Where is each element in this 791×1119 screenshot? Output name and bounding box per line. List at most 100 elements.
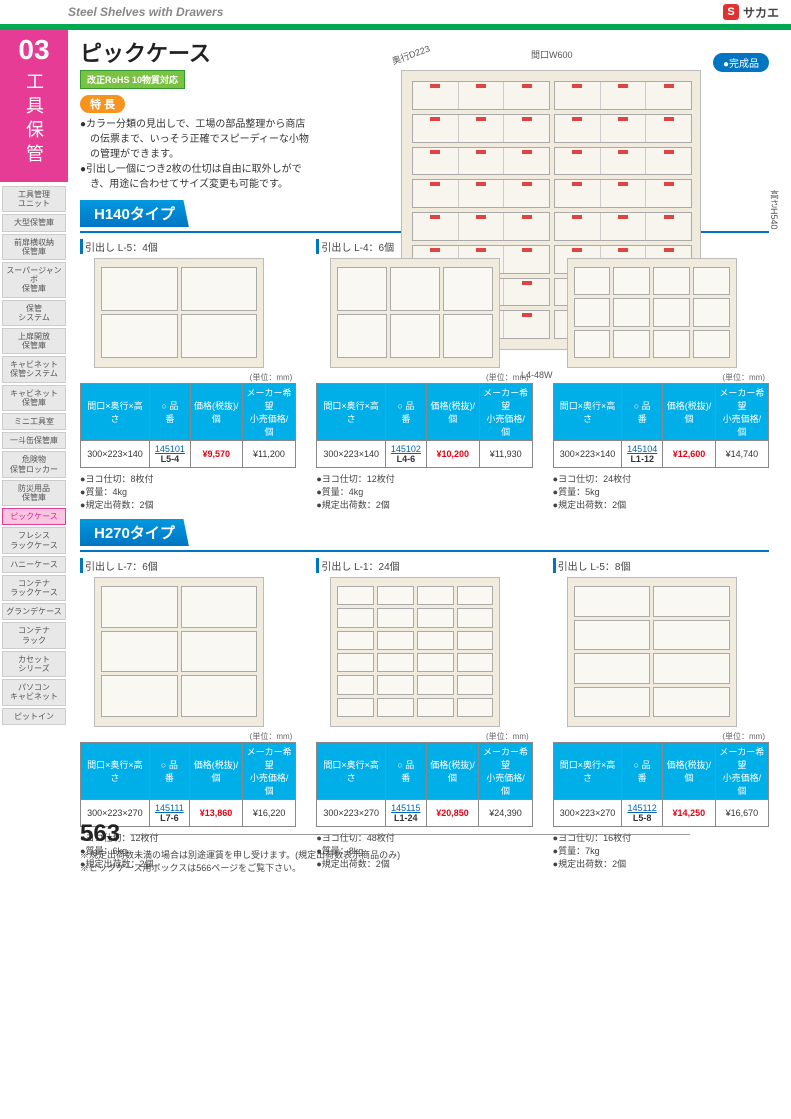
table-header: 価格(税抜)/個 xyxy=(663,384,716,441)
spec-table: 間口×奥行×高さ○ 品 番価格(税抜)/個メーカー希望 小売価格/個300×22… xyxy=(316,742,532,827)
dim-width: 間口W600 xyxy=(531,48,573,61)
msrp-cell: ¥11,930 xyxy=(479,441,532,468)
page-title: ピックケース xyxy=(80,36,211,68)
sidebar-item[interactable]: フレシス ラックケース xyxy=(2,527,66,553)
table-header: 価格(税抜)/個 xyxy=(190,743,243,800)
product-thumb xyxy=(94,258,264,368)
section-badge: 03 工具保管 xyxy=(0,30,68,182)
table-header: メーカー希望 小売価格/個 xyxy=(242,743,295,800)
feature-item: 引出し一個につき2枚の仕切は自由に取外しができ、用途に合わせてサイズ変更も可能で… xyxy=(80,162,310,192)
rohs-badge: 改正RoHS 10物質対応 xyxy=(80,70,185,89)
unit-note: (単位：mm) xyxy=(316,731,528,742)
spec-note: 規定出荷数：2個 xyxy=(316,498,532,511)
product-thumb xyxy=(567,577,737,727)
sidebar-item[interactable]: 一斗缶保管庫 xyxy=(2,432,66,449)
spec-note: 規定出荷数：2個 xyxy=(80,498,296,511)
product-thumb xyxy=(330,577,500,727)
table-header: 間口×奥行×高さ xyxy=(81,384,150,441)
feature-item: カラー分類の見出しで、工場の部品整理から商店の伝票まで、いっそう正確でスピーディ… xyxy=(80,117,310,162)
table-header: メーカー希望 小売価格/個 xyxy=(479,384,532,441)
sidebar: 工具管理 ユニット大型保管庫前扉横収納 保管庫スーパージャンボ 保管庫保管 シス… xyxy=(0,182,68,729)
table-header: 間口×奥行×高さ xyxy=(553,743,622,800)
spec-note: 質量：5kg xyxy=(553,485,769,498)
sidebar-item[interactable]: スーパージャンボ 保管庫 xyxy=(2,262,66,298)
sidebar-item[interactable]: ミニ工具室 xyxy=(2,413,66,430)
sidebar-item[interactable]: 防災用品 保管庫 xyxy=(2,480,66,506)
table-header: メーカー希望 小売価格/個 xyxy=(242,384,296,441)
sidebar-item[interactable]: 危険物 保管ロッカー xyxy=(2,451,66,477)
code-cell: 145101L5-4 xyxy=(149,441,190,468)
hero-model: L4-48W xyxy=(521,370,553,380)
sidebar-item[interactable]: ハニーケース xyxy=(2,556,66,573)
table-header: ○ 品 番 xyxy=(149,743,189,800)
footer-note-2: ※ピックケース用ボックスは566ページをご覧下さい。 xyxy=(80,861,763,874)
brand-name: サカエ xyxy=(743,4,779,21)
footer-note-1: ※規定出荷数未満の場合は別途運賃を申し受けます。(規定出荷数表示商品のみ) xyxy=(80,848,763,861)
table-header: ○ 品 番 xyxy=(622,743,663,800)
dims-cell: 300×223×140 xyxy=(553,441,622,468)
breadcrumb: Steel Shelves with Drawers xyxy=(68,5,223,19)
sidebar-item[interactable]: コンテナ ラックケース xyxy=(2,575,66,601)
sidebar-item[interactable]: ピットイン xyxy=(2,708,66,725)
sidebar-item[interactable]: パソコン キャビネット xyxy=(2,679,66,705)
table-header: 間口×奥行×高さ xyxy=(81,743,150,800)
unit-note: (単位：mm) xyxy=(80,731,292,742)
sidebar-item[interactable]: 工具管理 ユニット xyxy=(2,186,66,212)
table-header: ○ 品 番 xyxy=(386,384,427,441)
msrp-cell: ¥11,200 xyxy=(242,441,296,468)
table-header: ○ 品 番 xyxy=(622,384,663,441)
sidebar-item[interactable]: 大型保管庫 xyxy=(2,214,66,231)
sidebar-item[interactable]: キャビネット 保管庫 xyxy=(2,385,66,411)
unit-note: (単位：mm) xyxy=(553,731,765,742)
feature-list: カラー分類の見出しで、工場の部品整理から商店の伝票まで、いっそう正確でスピーディ… xyxy=(80,117,310,192)
table-header: 価格(税抜)/個 xyxy=(662,743,715,800)
section-number: 03 xyxy=(2,36,66,64)
table-header: メーカー希望 小売価格/個 xyxy=(715,743,768,800)
section-label: 工具保管 xyxy=(21,72,47,168)
table-header: ○ 品 番 xyxy=(149,384,190,441)
spec-note: ヨコ仕切：24枚付 xyxy=(553,472,769,485)
table-header: メーカー希望 小売価格/個 xyxy=(715,384,768,441)
spec-note: ヨコ仕切：8枚付 xyxy=(80,472,296,485)
table-header: 間口×奥行×高さ xyxy=(317,743,386,800)
sidebar-item[interactable]: カセット シリーズ xyxy=(2,651,66,677)
spec-table: 間口×奥行×高さ○ 品 番価格(税抜)/個メーカー希望 小売価格/個300×22… xyxy=(80,742,296,827)
spec-table: 間口×奥行×高さ○ 品 番価格(税抜)/個メーカー希望 小売価格/個300×22… xyxy=(80,383,296,468)
unit-note: (単位：mm) xyxy=(80,372,292,383)
drawer-label: 引出し L-5：8個 xyxy=(553,558,769,573)
price-cell: ¥9,570 xyxy=(190,441,242,468)
sidebar-item[interactable]: 上扉開放 保管庫 xyxy=(2,328,66,354)
table-header: メーカー希望 小売価格/個 xyxy=(479,743,532,800)
sidebar-item[interactable]: キャビネット 保管システム xyxy=(2,356,66,382)
table-header: 価格(税抜)/個 xyxy=(426,743,479,800)
brand-logo: S サカエ xyxy=(723,4,779,21)
spec-table: 間口×奥行×高さ○ 品 番価格(税抜)/個メーカー希望 小売価格/個300×22… xyxy=(553,383,769,468)
table-header: 価格(税抜)/個 xyxy=(426,384,479,441)
spec-table: 間口×奥行×高さ○ 品 番価格(税抜)/個メーカー希望 小売価格/個300×22… xyxy=(553,742,769,827)
price-cell: ¥12,600 xyxy=(663,441,716,468)
feature-label: 特 長 xyxy=(80,95,125,113)
dims-cell: 300×223×140 xyxy=(317,441,386,468)
code-cell: 145102L4-6 xyxy=(386,441,427,468)
dim-height: 高さH540 xyxy=(768,190,781,230)
sidebar-item[interactable]: 保管 システム xyxy=(2,300,66,326)
product-thumb xyxy=(330,258,500,368)
spec-notes: ヨコ仕切：24枚付質量：5kg規定出荷数：2個 xyxy=(553,472,769,511)
sidebar-item[interactable]: ピックケース xyxy=(2,508,66,525)
spec-note: ヨコ仕切：12枚付 xyxy=(316,472,532,485)
price-cell: ¥10,200 xyxy=(426,441,479,468)
msrp-cell: ¥14,740 xyxy=(715,441,768,468)
spec-note: 規定出荷数：2個 xyxy=(553,498,769,511)
type-header: H140タイプ xyxy=(80,200,189,227)
sidebar-item[interactable]: コンテナ ラック xyxy=(2,622,66,648)
drawer-label: 引出し L-5：4個 xyxy=(80,239,296,254)
code-cell: 145104L1-12 xyxy=(622,441,663,468)
sidebar-item[interactable]: 前扉横収納 保管庫 xyxy=(2,234,66,260)
table-header: 価格(税抜)/個 xyxy=(190,384,242,441)
spec-note: 質量：4kg xyxy=(80,485,296,498)
sidebar-item[interactable]: グランデケース xyxy=(2,603,66,620)
table-header: ○ 品 番 xyxy=(386,743,427,800)
type-header: H270タイプ xyxy=(80,519,189,546)
product-thumb xyxy=(94,577,264,727)
product-thumb xyxy=(567,258,737,368)
